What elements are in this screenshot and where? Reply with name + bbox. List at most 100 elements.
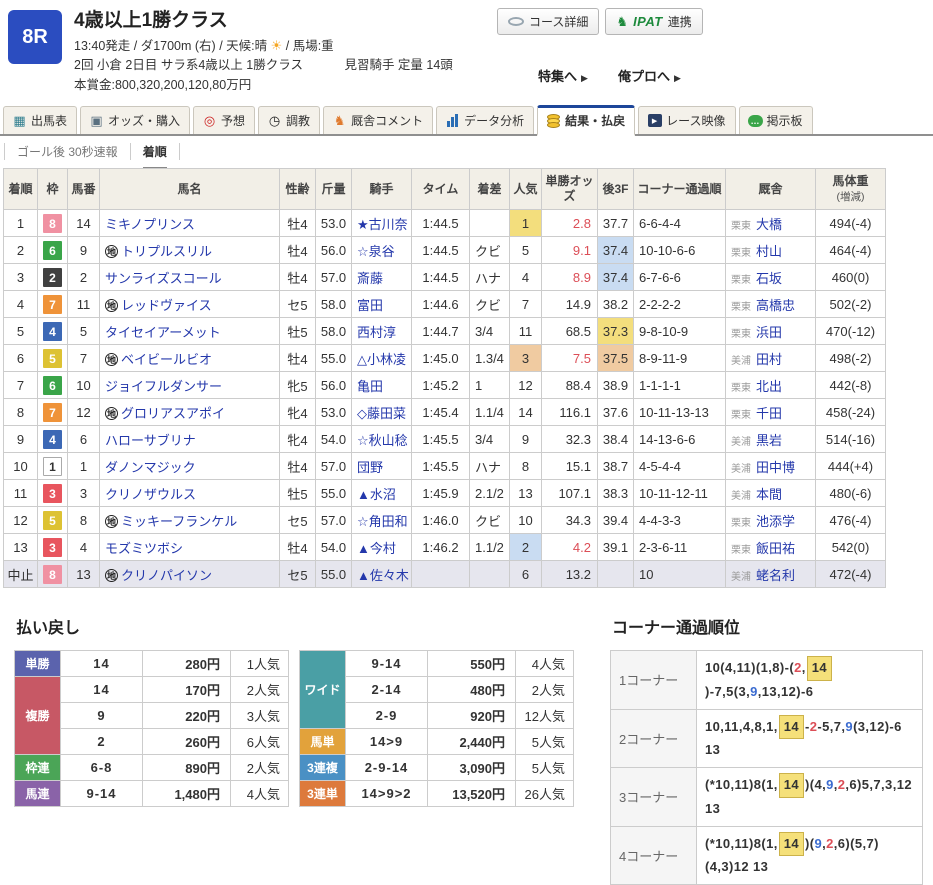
jockey-link[interactable]: 亀田 — [357, 378, 384, 394]
horse-name-link[interactable]: タイセイアーメット — [105, 324, 221, 340]
tab-data-analysis[interactable]: データ分析 — [436, 106, 535, 134]
payout-amount: 170円 — [142, 676, 231, 704]
horse-name-link[interactable]: レッドヴァイス — [121, 297, 212, 313]
jockey-link[interactable]: 西村淳 — [357, 324, 397, 340]
horse-name-link[interactable]: ミッキーフランケル — [121, 513, 238, 529]
horse-weight: 498(-2) — [815, 344, 886, 373]
payout-type-label: 枠連 — [14, 754, 61, 782]
popularity: 7 — [509, 290, 542, 319]
finish-time: 1:45.5 — [411, 425, 470, 454]
corner-horse-third: 2 — [826, 835, 834, 851]
corner-horse-second: 9 — [750, 683, 758, 699]
subtab-finish-order[interactable]: 着順 — [129, 143, 180, 168]
ipat-link-button[interactable]: ♞ IPAT 連携 — [605, 8, 703, 35]
horse-name-link[interactable]: クリノザウルス — [105, 486, 197, 502]
subtab-goal-flash[interactable]: ゴール後 30秒速報 — [4, 143, 130, 160]
horse-name-link[interactable]: ミキノプリンス — [105, 216, 195, 232]
jockey-link[interactable]: 富田 — [357, 297, 384, 313]
tab-odds-purchase[interactable]: ▣ オッズ・購入 — [80, 106, 191, 134]
tab-race-video[interactable]: ▶ レース映像 — [638, 106, 736, 134]
horse-name-cell: ジョイフルダンサー — [99, 371, 280, 400]
corner-positions: 4-4-3-3 — [633, 506, 726, 535]
stable-region: 美浦 — [731, 571, 751, 583]
jockey-link[interactable]: ▲佐々木 — [357, 567, 409, 583]
trainer-link[interactable]: 石坂 — [756, 270, 783, 286]
payout-popularity: 5人気 — [515, 728, 574, 756]
tab-results-payout[interactable]: 結果・払戻 — [537, 105, 636, 136]
sex-age: 牝5 — [279, 371, 316, 400]
horse-name-link[interactable]: ダノンマジック — [105, 459, 196, 475]
jockey-link[interactable]: ☆角田和 — [357, 513, 408, 529]
trainer-link[interactable]: 黒岩 — [756, 432, 783, 448]
horse-name-link[interactable]: ベイビールビオ — [121, 351, 213, 367]
margin: クビ — [469, 506, 510, 535]
jockey-link[interactable]: ◇藤田菜 — [357, 405, 406, 421]
trainer-link[interactable]: 浜田 — [756, 324, 783, 340]
trainer-link[interactable]: 北出 — [756, 378, 783, 394]
tab-stable-comments[interactable]: ♞ 厩舎コメント — [323, 106, 434, 134]
jockey-link[interactable]: ★古川奈 — [357, 216, 408, 232]
trainer-link[interactable]: 蛯名利 — [756, 567, 796, 583]
course-detail-button[interactable]: コース詳細 — [497, 8, 600, 35]
trainer-link[interactable]: 千田 — [756, 405, 783, 421]
horse-number: 8 — [67, 506, 100, 535]
jockey-link[interactable]: 斎藤 — [357, 270, 384, 286]
finish-time — [411, 560, 470, 589]
tab-entry-table[interactable]: ▦ 出馬表 — [3, 106, 78, 134]
stable-region: 栗東 — [731, 517, 751, 529]
jockey-link[interactable]: △小林凌 — [357, 351, 406, 367]
jockey-link[interactable]: ☆秋山稔 — [357, 432, 408, 448]
trainer-link[interactable]: 田村 — [756, 351, 783, 367]
finish-time: 1:44.5 — [411, 209, 470, 238]
corner-horse-win: 14 — [778, 773, 804, 798]
orepro-link[interactable]: 俺プロへ ▶ — [617, 69, 681, 84]
horse-weight: 476(-4) — [815, 506, 886, 535]
main-tab-bar: ▦ 出馬表 ▣ オッズ・購入 ◎ 予想 ◷ 調教 ♞ 厩舎コメント データ分析 結果・払戻 ▶ レース映像… — [0, 102, 933, 136]
stable-region: 美浦 — [731, 490, 751, 502]
horse-name-link[interactable]: トリプルスリル — [121, 243, 213, 259]
last-3f: 39.4 — [597, 506, 634, 535]
jockey-link[interactable]: 団野 — [357, 459, 384, 475]
stable-region: 美浦 — [731, 436, 751, 448]
race-meta-line2: 2回 小倉 2日目 サラ系4歳以上 1勝クラス 見習騎手 定量 14頭 — [74, 58, 453, 73]
finish-position: 12 — [3, 506, 38, 535]
trainer-link[interactable]: 田中博 — [756, 459, 796, 475]
jockey-link[interactable]: ▲水沼 — [357, 486, 396, 502]
jockey-link[interactable]: ▲今村 — [357, 540, 396, 556]
horse-weight: 480(-6) — [815, 479, 886, 508]
column-header: 斤量 — [315, 167, 352, 211]
horse-name-link[interactable]: ハローサブリナ — [105, 432, 196, 448]
horse-weight: 542(0) — [815, 533, 886, 562]
corner-label: 1コーナー — [610, 650, 697, 710]
local-horse-mark: 地 — [105, 298, 118, 312]
trainer-link[interactable]: 高橋忠 — [756, 297, 796, 313]
stable-region: 栗東 — [731, 544, 751, 556]
horse-name-link[interactable]: モズミツボシ — [105, 540, 184, 556]
tab-prediction[interactable]: ◎ 予想 — [193, 106, 256, 134]
horse-name-link[interactable]: クリノパイソン — [121, 567, 213, 583]
waku-cell: 3 — [37, 479, 68, 508]
horse-name-link[interactable]: グロリアスアポイ — [121, 405, 226, 421]
result-row: 10 1 1 ダノンマジック 牡4 57.0 団野 1:45.5 ハナ 8 15.1 38.7 4-5-… — [3, 452, 886, 481]
corner-order-table: 1コーナー 10(4,11)(1,8)-(2, 14)-7,5(3,9,13,12)… — [610, 650, 923, 885]
trainer-link[interactable]: 飯田祐 — [756, 540, 796, 556]
corner-positions: 6-7-6-6 — [633, 263, 726, 292]
column-header: 厩舎 — [725, 167, 816, 211]
corner-horse-third: 2 — [809, 718, 818, 734]
trainer-link[interactable]: 池添学 — [756, 513, 796, 529]
popularity: 3 — [509, 344, 542, 373]
tab-board[interactable]: … 掲示板 — [738, 106, 813, 134]
stable-cell: 栗東 大橋 — [725, 209, 816, 238]
trainer-link[interactable]: 大橋 — [756, 216, 783, 232]
tab-training[interactable]: ◷ 調教 — [258, 106, 321, 134]
horse-name-link[interactable]: サンライズスコール — [105, 270, 222, 286]
horse-name-cell: 地トリプルスリル — [99, 236, 280, 265]
feature-link[interactable]: 特集へ ▶ — [538, 69, 588, 84]
margin — [469, 209, 510, 238]
jockey-link[interactable]: ☆泉谷 — [357, 243, 395, 259]
trainer-link[interactable]: 本間 — [756, 486, 783, 502]
trainer-link[interactable]: 村山 — [756, 243, 783, 259]
horse-weight: 470(-12) — [815, 317, 886, 346]
column-header: 枠 — [37, 167, 68, 211]
horse-name-link[interactable]: ジョイフルダンサー — [105, 378, 223, 394]
